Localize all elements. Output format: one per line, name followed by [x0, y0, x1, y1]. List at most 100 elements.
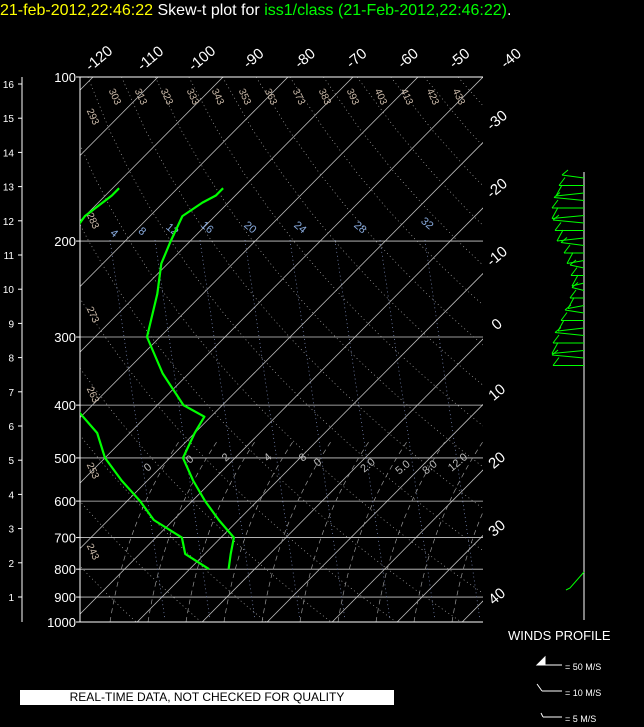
- isotherm-line: [80, 77, 159, 157]
- dry-adiabat-line: [424, 77, 483, 147]
- station-time-label: (21-Feb-2012,22:46:22): [338, 2, 507, 19]
- mixing-ratio-label: 32: [418, 215, 435, 232]
- wind-barb: [564, 304, 572, 311]
- mixing-ratio-label: 28: [351, 219, 368, 236]
- dry-adiabat-line: [80, 143, 483, 594]
- wind-barb: [555, 192, 585, 197]
- theta-label: 433: [450, 87, 467, 107]
- temperature-top-tick-label: -80: [291, 45, 319, 72]
- isotherm-line: [80, 77, 483, 484]
- dry-adiabat-line: [154, 77, 483, 468]
- dry-adiabat-line: [80, 500, 202, 622]
- pressure-tick-label: 900: [54, 590, 76, 605]
- pressure-tick-label: 100: [54, 70, 76, 85]
- theta-label: 333: [184, 87, 201, 107]
- moist-adiabat-line: [299, 439, 371, 622]
- isotherm-line: [80, 77, 419, 419]
- dry-adiabat-line: [121, 77, 483, 509]
- theta-label: 373: [290, 87, 307, 107]
- wind-barb: [566, 260, 585, 264]
- height-tick-label: 4: [8, 490, 14, 501]
- wind-barb: [569, 289, 577, 299]
- wind-barb: [551, 342, 559, 354]
- temperature-right-tick-label: 0: [488, 315, 505, 333]
- dry-adiabat-line: [80, 297, 397, 622]
- theta-e-label: 5.0: [393, 458, 412, 477]
- height-tick-label: 16: [3, 80, 15, 91]
- isotherm-line: [136, 272, 483, 622]
- winds-profile-title: WINDS PROFILE: [508, 628, 611, 643]
- wind-barb: [557, 327, 585, 332]
- wind-barb: [552, 219, 585, 224]
- theta-label: 353: [236, 87, 253, 107]
- dry-adiabat-line: [323, 77, 483, 266]
- wind-barb: [556, 229, 564, 242]
- height-tick-label: 1: [8, 593, 14, 604]
- pressure-tick-label: 500: [54, 451, 76, 466]
- isotherm-line: [80, 207, 483, 615]
- wind-legend-5: = 5 M/S: [565, 714, 597, 724]
- winds-profile-panel: [535, 169, 585, 718]
- mixing-ratio-line: [424, 239, 481, 621]
- mixing-ratio-line: [154, 239, 211, 621]
- theta-label: 323: [158, 87, 175, 107]
- theta-label: 363: [262, 87, 279, 107]
- height-tick-label: 15: [3, 114, 15, 125]
- sounding-profiles: [80, 187, 235, 571]
- plot-label: Skew-t plot for: [157, 2, 260, 19]
- axis-labels: 1002003004005006007008009001000123456789…: [3, 42, 525, 630]
- mixing-ratio-line: [244, 239, 301, 621]
- height-tick-label: 2: [8, 559, 14, 570]
- moist-adiabat-line: [337, 439, 409, 622]
- wind-legend-10: = 10 M/S: [565, 688, 602, 698]
- height-tick-label: 10: [3, 285, 15, 296]
- pressure-tick-label: 700: [54, 531, 76, 546]
- temperature-top-tick-label: -110: [134, 43, 167, 75]
- height-tick-label: 8: [8, 354, 14, 365]
- isotherm-line: [201, 338, 483, 622]
- isotherm-line: [266, 403, 483, 622]
- theta-e-label: 2.0: [358, 456, 377, 475]
- theta-e-label: 0: [142, 461, 154, 474]
- height-tick-label: 13: [3, 183, 15, 194]
- dry-adiabat-line: [188, 77, 483, 427]
- dry-adiabat-line: [80, 434, 267, 622]
- temperature-top-tick-label: -40: [497, 45, 525, 72]
- pressure-tick-label: 600: [54, 494, 76, 509]
- station-label: iss1/class: [264, 2, 334, 19]
- dry-adiabat-line: [356, 77, 483, 226]
- temperature-top-tick-label: -50: [446, 45, 474, 72]
- title-period: .: [507, 2, 512, 19]
- theta-label: 383: [316, 87, 333, 107]
- height-tick-label: 9: [8, 319, 14, 330]
- theta-label: 393: [344, 87, 361, 107]
- plot-frame: [18, 76, 483, 623]
- mixing-ratio-line: [334, 239, 391, 621]
- height-tick-label: 3: [8, 525, 14, 536]
- theta-e-label: 8.0: [420, 458, 439, 477]
- theta-label: 313: [132, 87, 149, 107]
- wind-barb: [551, 215, 585, 219]
- theta-label: 263: [84, 385, 101, 405]
- wind-barb: [561, 169, 569, 176]
- pressure-tick-label: 400: [54, 398, 76, 413]
- wind-barb: [552, 357, 560, 366]
- wind-barb: [555, 184, 563, 197]
- temperature-top-tick-label: -70: [343, 45, 371, 72]
- wind-barb: [570, 267, 578, 276]
- mixing-ratio-line: [379, 239, 436, 621]
- wind-barb: [556, 237, 585, 242]
- wind-barb: [560, 312, 568, 321]
- wind-barb: [551, 207, 559, 219]
- mixing-ratio-label: 8: [136, 225, 148, 238]
- mixing-ratio-label: 16: [198, 219, 215, 236]
- date-time-label: 21-feb-2012,22:46:22: [0, 2, 154, 19]
- theta-label: 303: [106, 87, 123, 107]
- temperature-right-tick-label: 40: [485, 585, 509, 609]
- wind-barb: [563, 244, 571, 254]
- isotherm-line: [527, 77, 644, 622]
- skew-t-grid: [80, 77, 644, 622]
- wind-barb: [558, 177, 566, 186]
- mixing-ratio-label: 20: [241, 219, 258, 236]
